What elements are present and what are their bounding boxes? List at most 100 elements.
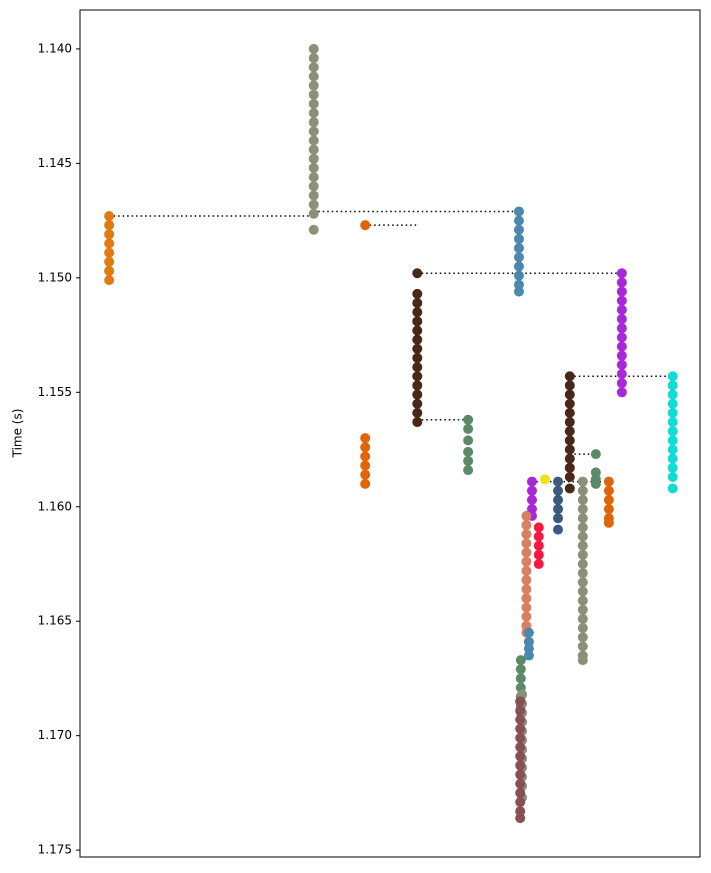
point [540,474,550,485]
point [412,334,423,345]
point [515,778,526,789]
point [564,435,575,446]
point [590,449,601,460]
y-tick-label: 1.175 [38,843,72,857]
point [308,126,319,137]
point [463,465,474,476]
point [521,584,532,595]
point [667,483,678,494]
point [513,270,524,281]
point [515,797,526,808]
point [533,531,544,542]
point [533,522,544,533]
point [104,247,115,258]
point [515,769,526,780]
point [521,547,532,558]
point [564,417,575,428]
point [577,476,588,487]
point [104,211,115,222]
point [577,568,588,579]
point [412,362,423,373]
point [360,433,371,444]
point [515,714,526,725]
point [553,494,564,505]
point [564,389,575,400]
point [515,723,526,734]
point [412,343,423,354]
point [616,368,627,379]
point [513,243,524,254]
point [513,206,524,217]
point [308,117,319,128]
point [564,407,575,418]
point [521,520,532,531]
point [412,352,423,363]
point [526,504,537,515]
point [360,451,371,462]
point [577,632,588,643]
point [308,98,319,109]
point [104,220,115,231]
point [515,813,526,824]
point [412,417,423,428]
y-tick-label: 1.170 [38,728,72,742]
point [523,643,534,654]
point [308,80,319,91]
point [360,460,371,471]
point [412,325,423,336]
point [308,172,319,183]
point [616,332,627,343]
point [308,108,319,119]
point [521,611,532,622]
point [308,62,319,73]
point [515,742,526,753]
point [360,469,371,480]
y-tick-label: 1.150 [38,270,72,284]
point [463,423,474,434]
point [553,513,564,524]
y-axis-label: Time (s) [11,409,25,459]
point [577,577,588,588]
point [533,540,544,551]
point [515,732,526,743]
point [515,787,526,798]
point [308,162,319,173]
point [553,524,564,535]
point [616,359,627,370]
point [526,494,537,505]
point [667,407,678,418]
point [521,510,532,521]
point [513,224,524,235]
point [667,444,678,455]
point [104,275,115,286]
point [515,673,526,684]
point [360,442,371,453]
point [104,238,115,249]
point [564,462,575,473]
point [577,641,588,652]
point [603,476,614,487]
point [513,252,524,263]
point [603,504,614,515]
point [577,513,588,524]
point [515,806,526,817]
point [513,215,524,226]
point [577,540,588,551]
point [553,485,564,496]
point [603,494,614,505]
point [553,504,564,515]
point [616,350,627,361]
point [667,435,678,446]
point [515,760,526,771]
point [521,529,532,540]
point [515,705,526,716]
point [667,471,678,482]
point [412,307,423,318]
y-tick-label: 1.155 [38,385,72,399]
point [521,602,532,613]
point [667,417,678,428]
point [577,655,588,666]
point [667,371,678,382]
point [521,593,532,604]
point [308,208,319,219]
